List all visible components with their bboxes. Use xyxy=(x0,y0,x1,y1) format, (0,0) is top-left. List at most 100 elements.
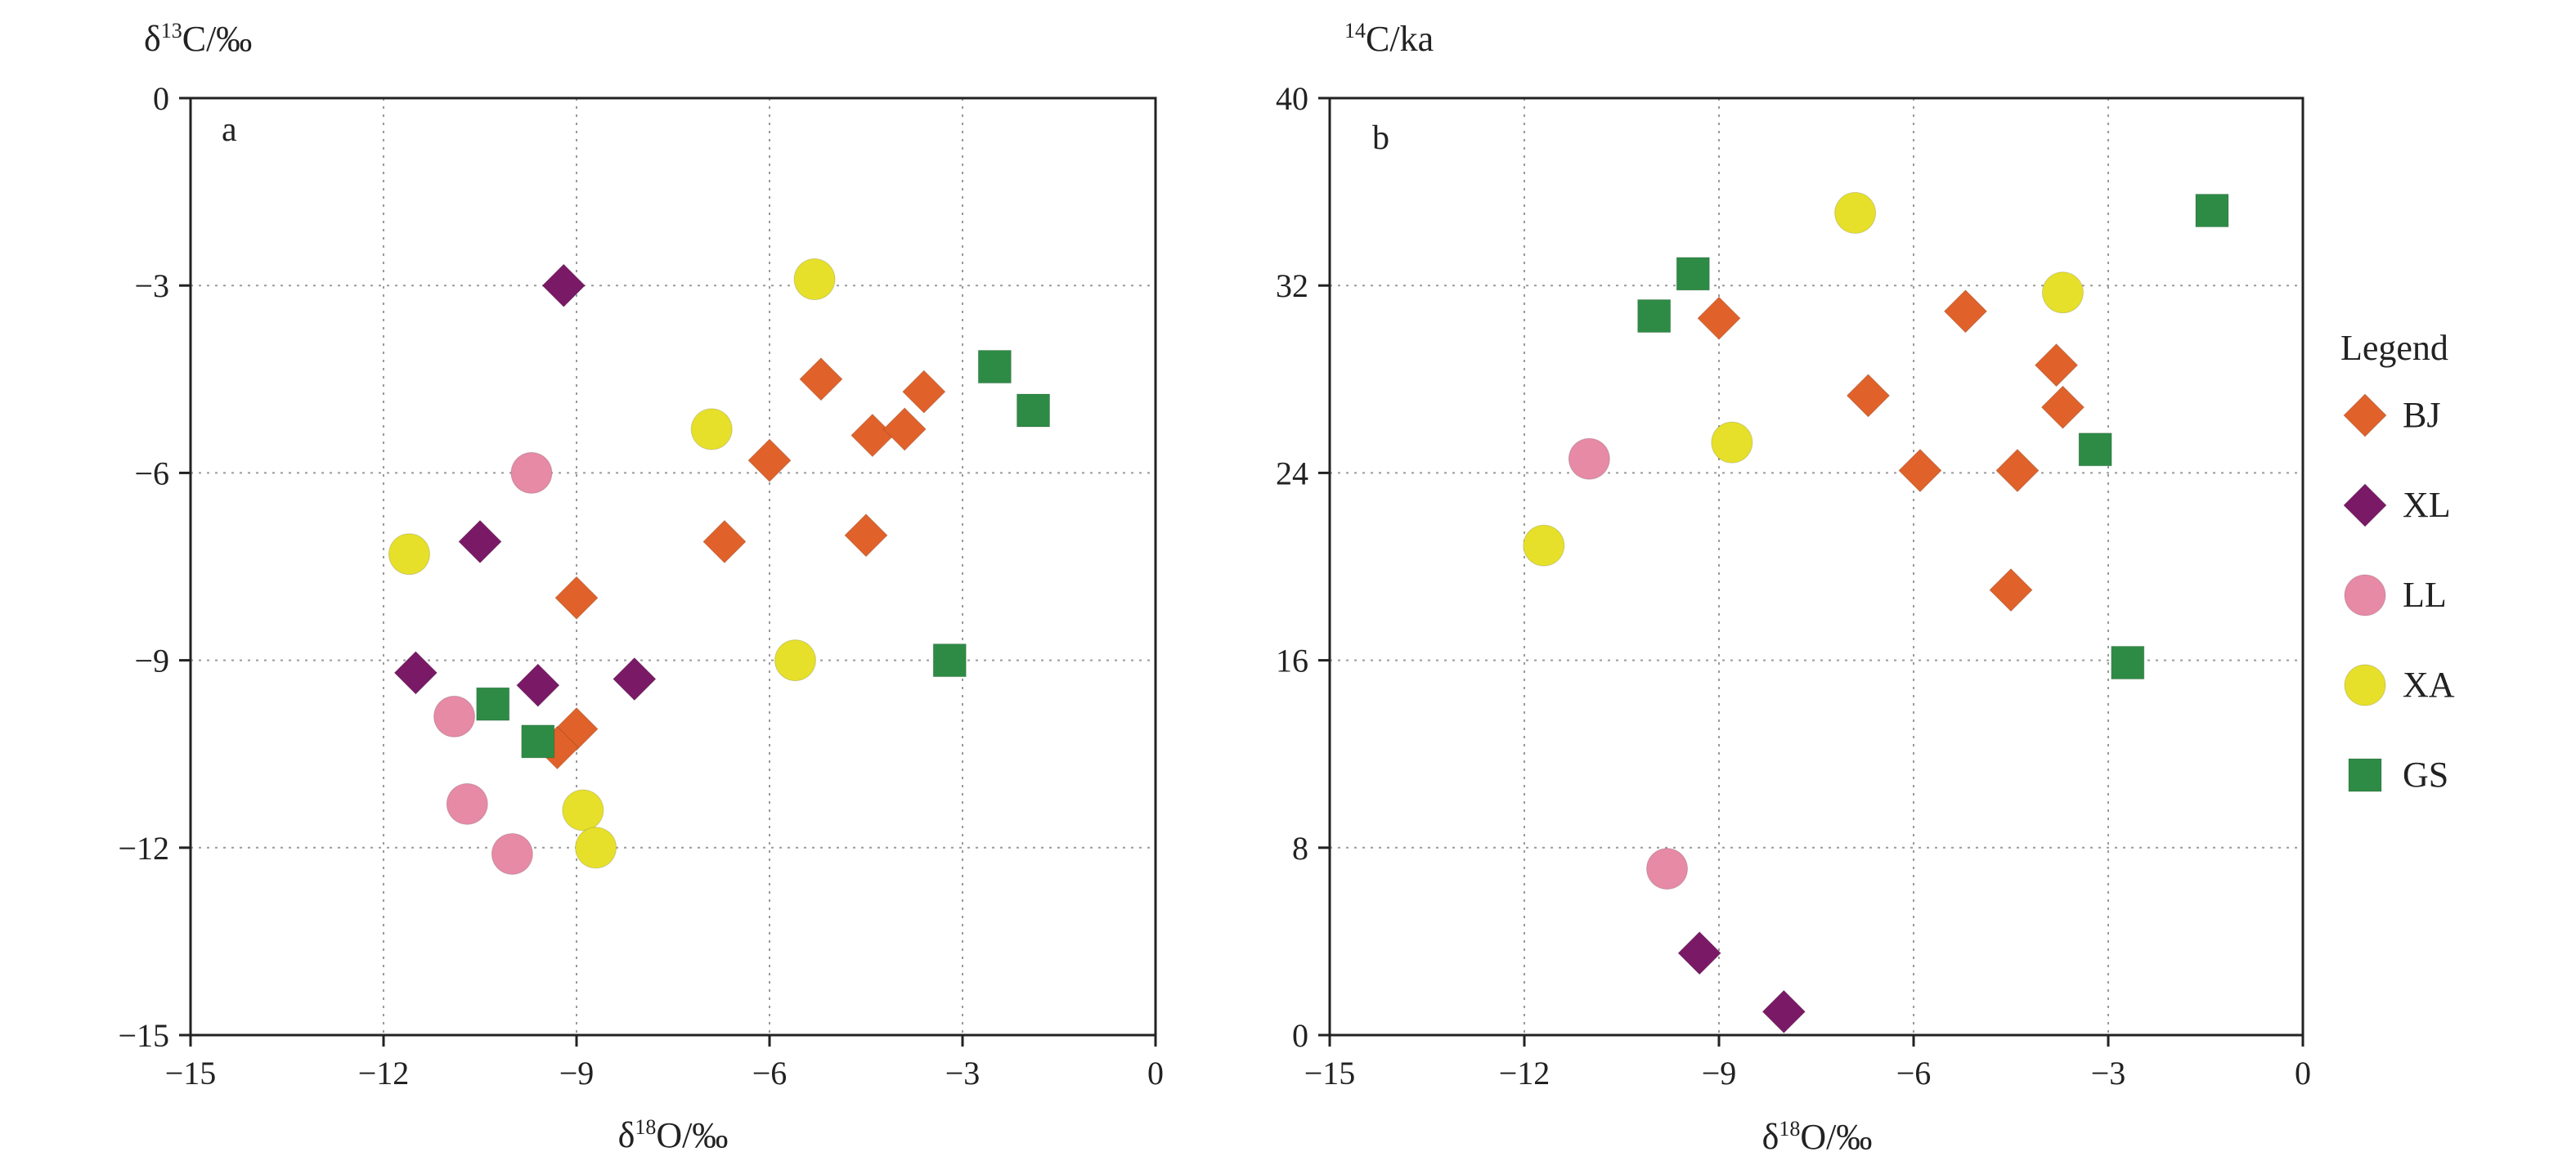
panel-a-x-tick-labels: −15 −12 −9 −6 −3 0 xyxy=(165,1055,1164,1092)
panel-a-point-xa-3 xyxy=(388,533,430,576)
panel-a-point-bj-7 xyxy=(844,513,888,558)
legend-title: Legend xyxy=(2340,328,2448,368)
panel-b-point-ll-1 xyxy=(1568,437,1610,480)
panel-b-x-tick-label: −6 xyxy=(1896,1055,1932,1092)
legend: Legend BJ XL LL XA GS xyxy=(2340,328,2455,795)
legend-label-gs: GS xyxy=(2403,755,2448,795)
panel-b-point-xl-1 xyxy=(1677,931,1721,975)
panel-b-point-bj-7 xyxy=(1995,448,2040,493)
panel-a-point-gs-3 xyxy=(932,643,967,678)
panel-b-x-tick-labels: −15 −12 −9 −6 −3 0 xyxy=(1304,1055,2311,1092)
panel-b-point-gs-1 xyxy=(2195,194,2229,228)
panel-a-y-tick-label: 0 xyxy=(153,80,169,117)
panel-b-point-bj-6 xyxy=(1898,448,1942,493)
panel-a-point-xl-2 xyxy=(458,519,502,564)
panel-a-point-xl-5 xyxy=(613,657,657,702)
panel-b-point-bj-3 xyxy=(2034,343,2079,388)
panel-a-point-xl-4 xyxy=(516,663,560,707)
panel-a-point-bj-2 xyxy=(902,370,946,414)
panel-a-ylabel: δ13C/‰ xyxy=(144,19,252,59)
panel-a-y-tick-label: −6 xyxy=(134,455,169,491)
legend-label-ll: LL xyxy=(2403,575,2447,615)
panel-b-point-gs-3 xyxy=(1637,298,1672,333)
legend-item-xl: XL xyxy=(2343,483,2451,527)
panel-a-point-ll-2 xyxy=(433,695,476,737)
legend-label-xl: XL xyxy=(2403,485,2451,525)
panel-b-y-tick-label: 0 xyxy=(1292,1017,1308,1054)
panel-a-point-bj-5 xyxy=(747,438,792,482)
legend-label-bj: BJ xyxy=(2403,395,2440,435)
legend-item-xa: XA xyxy=(2344,664,2455,706)
panel-b-y-tick-label: 32 xyxy=(1276,267,1308,304)
panel-b-xlabel: δ18O/‰ xyxy=(1762,1117,1873,1157)
panel-b-grid xyxy=(1330,98,2303,1035)
panel-b-point-xa-4 xyxy=(1523,524,1565,567)
legend-item-ll: LL xyxy=(2344,574,2447,616)
panel-a-y-tick-label: −12 xyxy=(118,830,169,867)
panel-a-x-tick-label: −15 xyxy=(165,1055,217,1092)
panel-b-y-tick-label: 16 xyxy=(1276,643,1308,679)
panel-a-xlabel: δ18O/‰ xyxy=(618,1115,729,1155)
panel-a-x-tick-label: −3 xyxy=(945,1055,981,1092)
panel-a-letter: a xyxy=(222,111,237,149)
panel-a-y-tick-labels: 0 −3 −6 −9 −12 −15 xyxy=(118,80,169,1054)
panel-a-point-bj-3 xyxy=(850,413,895,458)
panel-a-point-xl-3 xyxy=(393,651,438,695)
panel-a-point-xa-6 xyxy=(575,827,617,869)
panel-b-point-xl-2 xyxy=(1761,989,1806,1034)
panel-b-point-gs-5 xyxy=(2111,645,2145,679)
panel-a-point-xa-1 xyxy=(793,258,836,300)
panel-b-letter: b xyxy=(1372,119,1389,157)
panel-a-frame xyxy=(189,96,1157,1037)
legend-marker-ll xyxy=(2344,574,2386,616)
legend-marker-xa xyxy=(2344,664,2386,706)
panel-b-y-tick-label: 8 xyxy=(1292,830,1308,867)
panel-a-point-bj-4 xyxy=(882,407,927,451)
panel-a-grid xyxy=(191,98,1156,1035)
legend-marker-bj xyxy=(2343,393,2387,437)
panel-b-ticks xyxy=(1318,96,2304,1047)
panel-a-y-tick-label: −3 xyxy=(134,267,169,304)
panel-a-markers xyxy=(388,258,1051,875)
panel-b-x-tick-label: 0 xyxy=(2295,1055,2311,1092)
legend-marker-xl xyxy=(2343,483,2387,527)
panel-b-point-xa-3 xyxy=(1711,421,1753,464)
panel-b-chart: 14C/ka −15 −12 −9 −6 −3 0 40 32 24 16 8 0 b δ18O/‰ xyxy=(1276,19,2311,1157)
panel-b-x-tick-label: −9 xyxy=(1702,1055,1737,1092)
panel-a-point-bj-8 xyxy=(554,576,599,620)
panel-a-point-xa-5 xyxy=(562,789,604,832)
panel-b-x-tick-label: −12 xyxy=(1499,1055,1551,1092)
panel-b-point-xa-1 xyxy=(1834,191,1877,234)
panel-b-point-gs-4 xyxy=(2078,433,2112,467)
panel-a-x-tick-label: −12 xyxy=(358,1055,410,1092)
legend-item-gs: GS xyxy=(2348,755,2448,795)
panel-a-point-gs-5 xyxy=(521,724,555,759)
panel-b-point-xa-2 xyxy=(2041,271,2084,314)
panel-a-ticks xyxy=(179,96,1157,1047)
panel-b-y-tick-label: 40 xyxy=(1276,80,1308,117)
panel-a-point-bj-1 xyxy=(799,357,843,401)
panel-b-x-tick-label: −3 xyxy=(2091,1055,2126,1092)
panel-a-y-tick-label: −9 xyxy=(134,643,169,679)
panel-a-x-tick-label: −6 xyxy=(752,1055,788,1092)
legend-label-xa: XA xyxy=(2403,665,2455,705)
panel-a-x-tick-label: −9 xyxy=(559,1055,595,1092)
panel-b-point-bj-2 xyxy=(1943,289,1988,334)
panel-b-point-gs-2 xyxy=(1676,257,1710,291)
panel-b-ylabel: 14C/ka xyxy=(1344,19,1434,59)
panel-b-point-bj-5 xyxy=(2040,385,2085,429)
panel-a-point-xa-2 xyxy=(690,408,733,451)
panel-a-point-ll-3 xyxy=(446,782,488,825)
panel-a-chart: δ13C/‰ −15 −12 −9 −6 −3 0 0 −3 −6 −9 −12 −15 a δ18… xyxy=(118,19,1164,1155)
panel-a-y-tick-label: −15 xyxy=(118,1017,169,1054)
panel-a-point-xa-4 xyxy=(774,639,816,682)
panel-a-point-ll-4 xyxy=(491,833,533,875)
panel-b-y-tick-labels: 40 32 24 16 8 0 xyxy=(1276,80,1308,1054)
panel-a-point-xl-1 xyxy=(541,263,586,307)
panel-b-frame xyxy=(1328,96,2304,1037)
panel-b-x-tick-label: −15 xyxy=(1304,1055,1356,1092)
panel-b-point-bj-8 xyxy=(1989,567,2033,612)
panel-b-y-tick-label: 24 xyxy=(1276,455,1308,491)
panel-a-x-tick-label: 0 xyxy=(1147,1055,1164,1092)
panel-a-point-gs-1 xyxy=(977,350,1012,384)
